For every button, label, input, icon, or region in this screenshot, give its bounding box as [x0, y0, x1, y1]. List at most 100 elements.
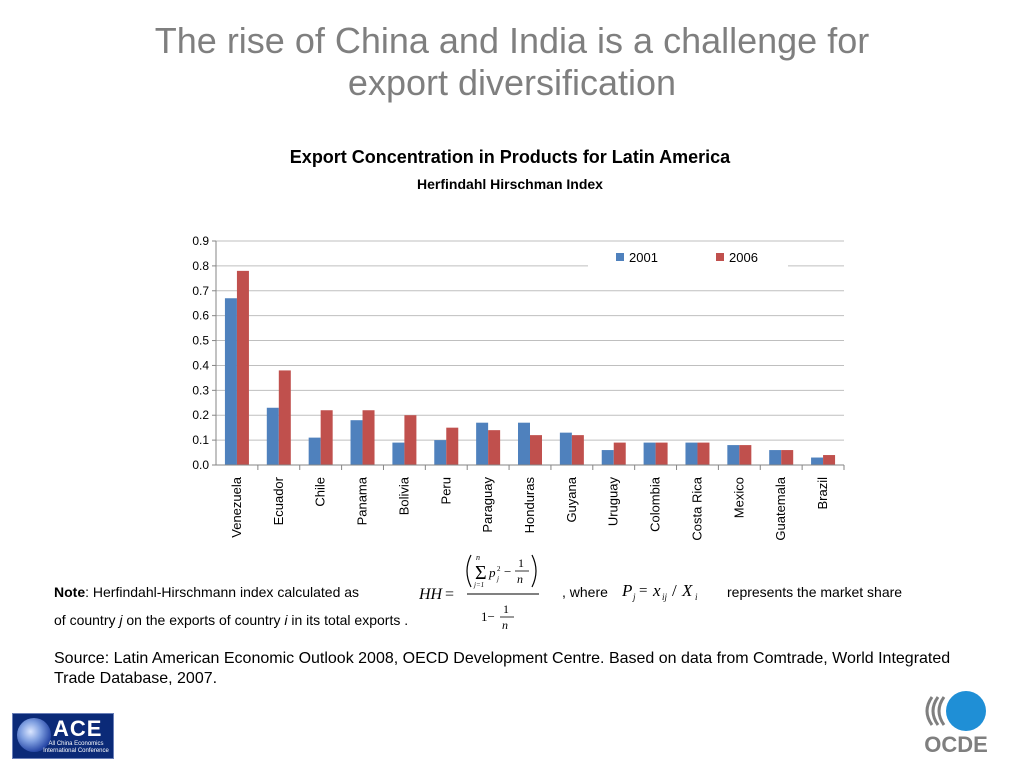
- slide-title-line2: export diversification: [347, 62, 677, 103]
- svg-text:j: j: [632, 592, 636, 602]
- bar-2001-Guyana: [559, 432, 572, 465]
- y-tick-label: 0.9: [192, 234, 209, 248]
- bar-chart: Export Concentration in Products for Lat…: [192, 147, 845, 541]
- ace-logo-subtitle: All China Economics International Confer…: [43, 741, 109, 754]
- y-tick-label: 0.2: [192, 408, 209, 422]
- bar-2006-Guyana: [571, 435, 584, 465]
- svg-text:n: n: [476, 553, 480, 562]
- svg-text:ij: ij: [662, 592, 668, 602]
- bar-2001-Guatemala: [769, 450, 782, 465]
- chart-subtitle: Herfindahl Hirschman Index: [417, 176, 603, 192]
- bar-2006-Panama: [362, 410, 375, 465]
- y-tick-label: 0.3: [192, 383, 209, 397]
- source-text: Source: Latin American Economic Outlook …: [54, 650, 951, 687]
- bar-2006-Paraguay: [488, 430, 501, 465]
- ocde-logo-text: OCDE: [924, 732, 988, 757]
- bar-2001-Costa Rica: [685, 442, 698, 465]
- x-tick-label: Mexico: [731, 477, 746, 518]
- x-tick-label: Ecuador: [271, 476, 286, 525]
- ace-logo: ACE All China Economics International Co…: [12, 713, 114, 759]
- svg-text:Σ: Σ: [475, 562, 487, 584]
- slide-title-line1: The rise of China and India is a challen…: [154, 20, 870, 61]
- ace-logo-name: ACE: [53, 716, 103, 741]
- x-tick-label: Guatemala: [773, 476, 788, 540]
- bar-2006-Peru: [446, 427, 459, 465]
- x-tick-label: Panama: [355, 476, 370, 525]
- bar-2001-Honduras: [518, 422, 530, 465]
- note-represents: represents the market share: [727, 584, 903, 600]
- svg-text:X: X: [681, 581, 693, 600]
- x-tick-label: Peru: [438, 477, 453, 504]
- chart-container: Export Concentration in Products for Lat…: [150, 135, 870, 555]
- svg-text:/: /: [672, 581, 677, 600]
- note-label: Note: [54, 584, 86, 600]
- y-tick-label: 0.5: [192, 334, 209, 348]
- y-tick-label: 0.8: [192, 259, 209, 273]
- svg-text:=: =: [445, 586, 454, 603]
- bar-2001-Colombia: [643, 442, 656, 465]
- bar-2006-Bolivia: [404, 415, 417, 465]
- x-tick-label: Bolivia: [396, 476, 411, 515]
- svg-text:2: 2: [497, 565, 501, 573]
- svg-text:p: p: [488, 565, 496, 580]
- legend-label-2001: 2001: [629, 250, 658, 265]
- bar-2001-Brazil: [811, 457, 824, 465]
- note-where: , where: [562, 584, 608, 600]
- svg-text:P: P: [622, 581, 632, 600]
- bar-2006-Colombia: [655, 442, 668, 465]
- legend-swatch-2006: [716, 253, 724, 261]
- slide-title: The rise of China and India is a challen…: [0, 20, 1024, 104]
- bar-2006-Venezuela: [236, 270, 249, 465]
- svg-text:1−: 1−: [481, 609, 495, 624]
- bar-2006-Mexico: [739, 445, 752, 465]
- x-tick-label: Guyana: [564, 476, 579, 522]
- svg-text:n: n: [502, 618, 508, 631]
- globe-icon: [17, 718, 51, 752]
- bar-2001-Chile: [308, 437, 321, 465]
- y-tick-label: 0.4: [192, 358, 209, 372]
- y-tick-label: 0.0: [192, 458, 209, 472]
- bar-2001-Venezuela: [224, 298, 237, 465]
- x-tick-label: Venezuela: [229, 476, 244, 537]
- y-tick-label: 0.6: [192, 309, 209, 323]
- x-tick-label: Brazil: [815, 477, 830, 510]
- svg-text:1: 1: [503, 602, 509, 616]
- x-tick-label: Colombia: [648, 476, 663, 532]
- svg-text:j=1: j=1: [473, 581, 484, 589]
- x-tick-label: Chile: [313, 477, 328, 507]
- legend-swatch-2001: [616, 253, 624, 261]
- y-tick-label: 0.1: [192, 433, 209, 447]
- bar-2001-Mexico: [727, 445, 740, 465]
- bar-2006-Ecuador: [278, 370, 291, 465]
- market-share-formula: P j = x ij / X i: [622, 581, 698, 602]
- svg-text:−: −: [504, 564, 511, 579]
- bar-2006-Costa Rica: [697, 442, 710, 465]
- x-tick-label: Honduras: [522, 477, 537, 534]
- note-text: : Herfindahl-Hirschmann index calculated…: [85, 584, 360, 600]
- legend-label-2006: 2006: [729, 250, 758, 265]
- bar-2006-Brazil: [823, 455, 836, 465]
- bar-2006-Guatemala: [781, 450, 794, 465]
- svg-text:n: n: [517, 572, 523, 586]
- bar-2001-Paraguay: [476, 422, 489, 465]
- bar-2006-Chile: [320, 410, 333, 465]
- svg-text:x: x: [652, 581, 661, 600]
- note-line2: of country j on the exports of country i…: [54, 612, 409, 628]
- bar-2006-Honduras: [530, 435, 542, 465]
- svg-text:HH: HH: [419, 586, 444, 603]
- bar-2001-Peru: [434, 440, 447, 465]
- bar-2001-Panama: [350, 420, 363, 465]
- y-tick-label: 0.7: [192, 284, 209, 298]
- svg-text:=: =: [639, 583, 647, 599]
- ocde-logo: OCDE: [924, 691, 988, 757]
- chart-title: Export Concentration in Products for Lat…: [290, 147, 731, 167]
- svg-text:1: 1: [518, 556, 524, 570]
- bar-2001-Ecuador: [266, 407, 279, 465]
- hhi-formula: HH = Σ n j=1 p 2 j − 1 n 1− 1 n: [419, 553, 539, 631]
- x-tick-label: Costa Rica: [689, 476, 704, 540]
- bar-2006-Uruguay: [613, 442, 626, 465]
- x-tick-label: Uruguay: [606, 477, 621, 527]
- bar-2001-Bolivia: [392, 442, 405, 465]
- x-tick-label: Paraguay: [480, 477, 495, 533]
- svg-text:j: j: [496, 575, 499, 583]
